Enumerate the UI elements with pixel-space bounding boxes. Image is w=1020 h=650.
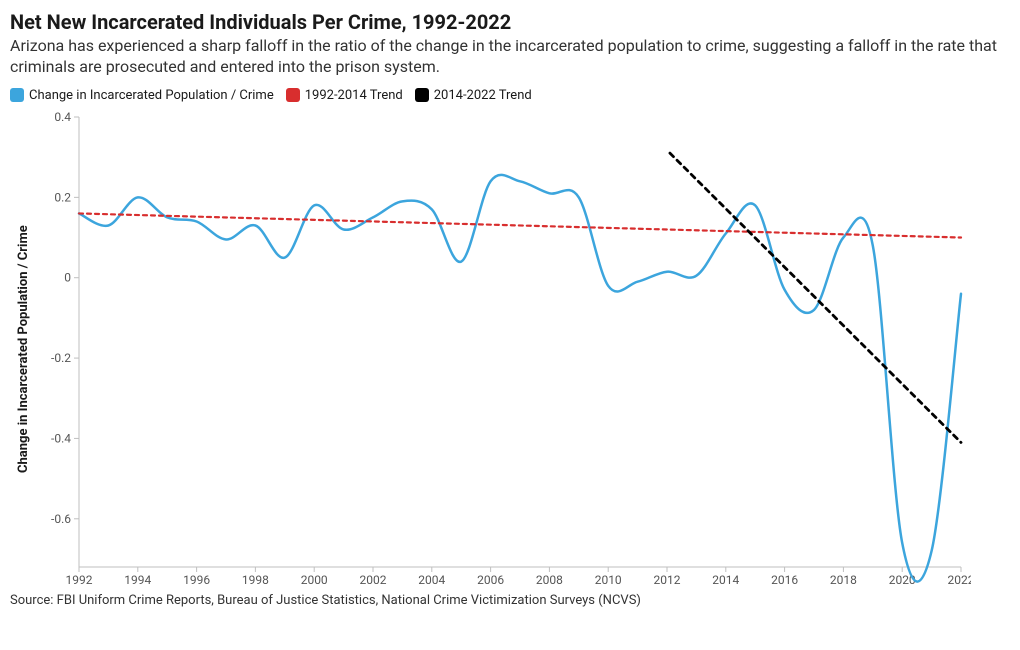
svg-text:1998: 1998 — [242, 573, 269, 587]
legend-item: Change in Incarcerated Population / Crim… — [10, 88, 274, 103]
legend-swatch — [10, 88, 24, 102]
svg-text:2010: 2010 — [595, 573, 622, 587]
chart-title: Net New Incarcerated Individuals Per Cri… — [10, 10, 1010, 34]
chart-subtitle: Arizona has experienced a sharp falloff … — [10, 36, 1010, 78]
chart-area: Change in Incarcerated Population / Crim… — [10, 109, 1010, 589]
legend-item: 1992-2014 Trend — [286, 88, 403, 103]
line-chart: -0.6 -0.4 -0.2 0 0.2 0.4 1992 1994 1996 1998 2000 2… — [31, 109, 971, 589]
svg-text:0: 0 — [64, 270, 71, 284]
legend-label: 2014-2022 Trend — [434, 88, 532, 103]
y-axis-label: Change in Incarcerated Population / Crim… — [10, 109, 31, 589]
svg-text:2000: 2000 — [301, 573, 328, 587]
legend-item: 2014-2022 Trend — [415, 88, 532, 103]
svg-text:0.2: 0.2 — [54, 190, 71, 204]
svg-text:2014: 2014 — [712, 573, 739, 587]
svg-text:-0.4: -0.4 — [51, 431, 71, 445]
legend-label: Change in Incarcerated Population / Crim… — [29, 88, 274, 103]
svg-text:2016: 2016 — [771, 573, 798, 587]
svg-text:2006: 2006 — [477, 573, 504, 587]
svg-text:-0.2: -0.2 — [51, 351, 71, 365]
svg-text:0.4: 0.4 — [54, 110, 71, 124]
svg-text:1992: 1992 — [66, 573, 93, 587]
legend: Change in Incarcerated Population / Crim… — [10, 88, 1010, 103]
svg-text:2018: 2018 — [830, 573, 857, 587]
svg-text:2008: 2008 — [536, 573, 563, 587]
svg-text:1996: 1996 — [183, 573, 210, 587]
svg-text:1994: 1994 — [124, 573, 151, 587]
svg-text:2002: 2002 — [360, 573, 387, 587]
legend-swatch — [415, 88, 429, 102]
series-trend_2014_2022 — [670, 153, 961, 442]
svg-text:2022: 2022 — [948, 573, 971, 587]
legend-swatch — [286, 88, 300, 102]
source-footnote: Source: FBI Uniform Crime Reports, Burea… — [10, 593, 1010, 608]
series-main — [79, 174, 961, 581]
series-trend_1992_2014 — [79, 213, 961, 237]
svg-text:-0.6: -0.6 — [51, 511, 71, 525]
svg-text:2012: 2012 — [654, 573, 681, 587]
legend-label: 1992-2014 Trend — [305, 88, 403, 103]
svg-text:2004: 2004 — [418, 573, 445, 587]
